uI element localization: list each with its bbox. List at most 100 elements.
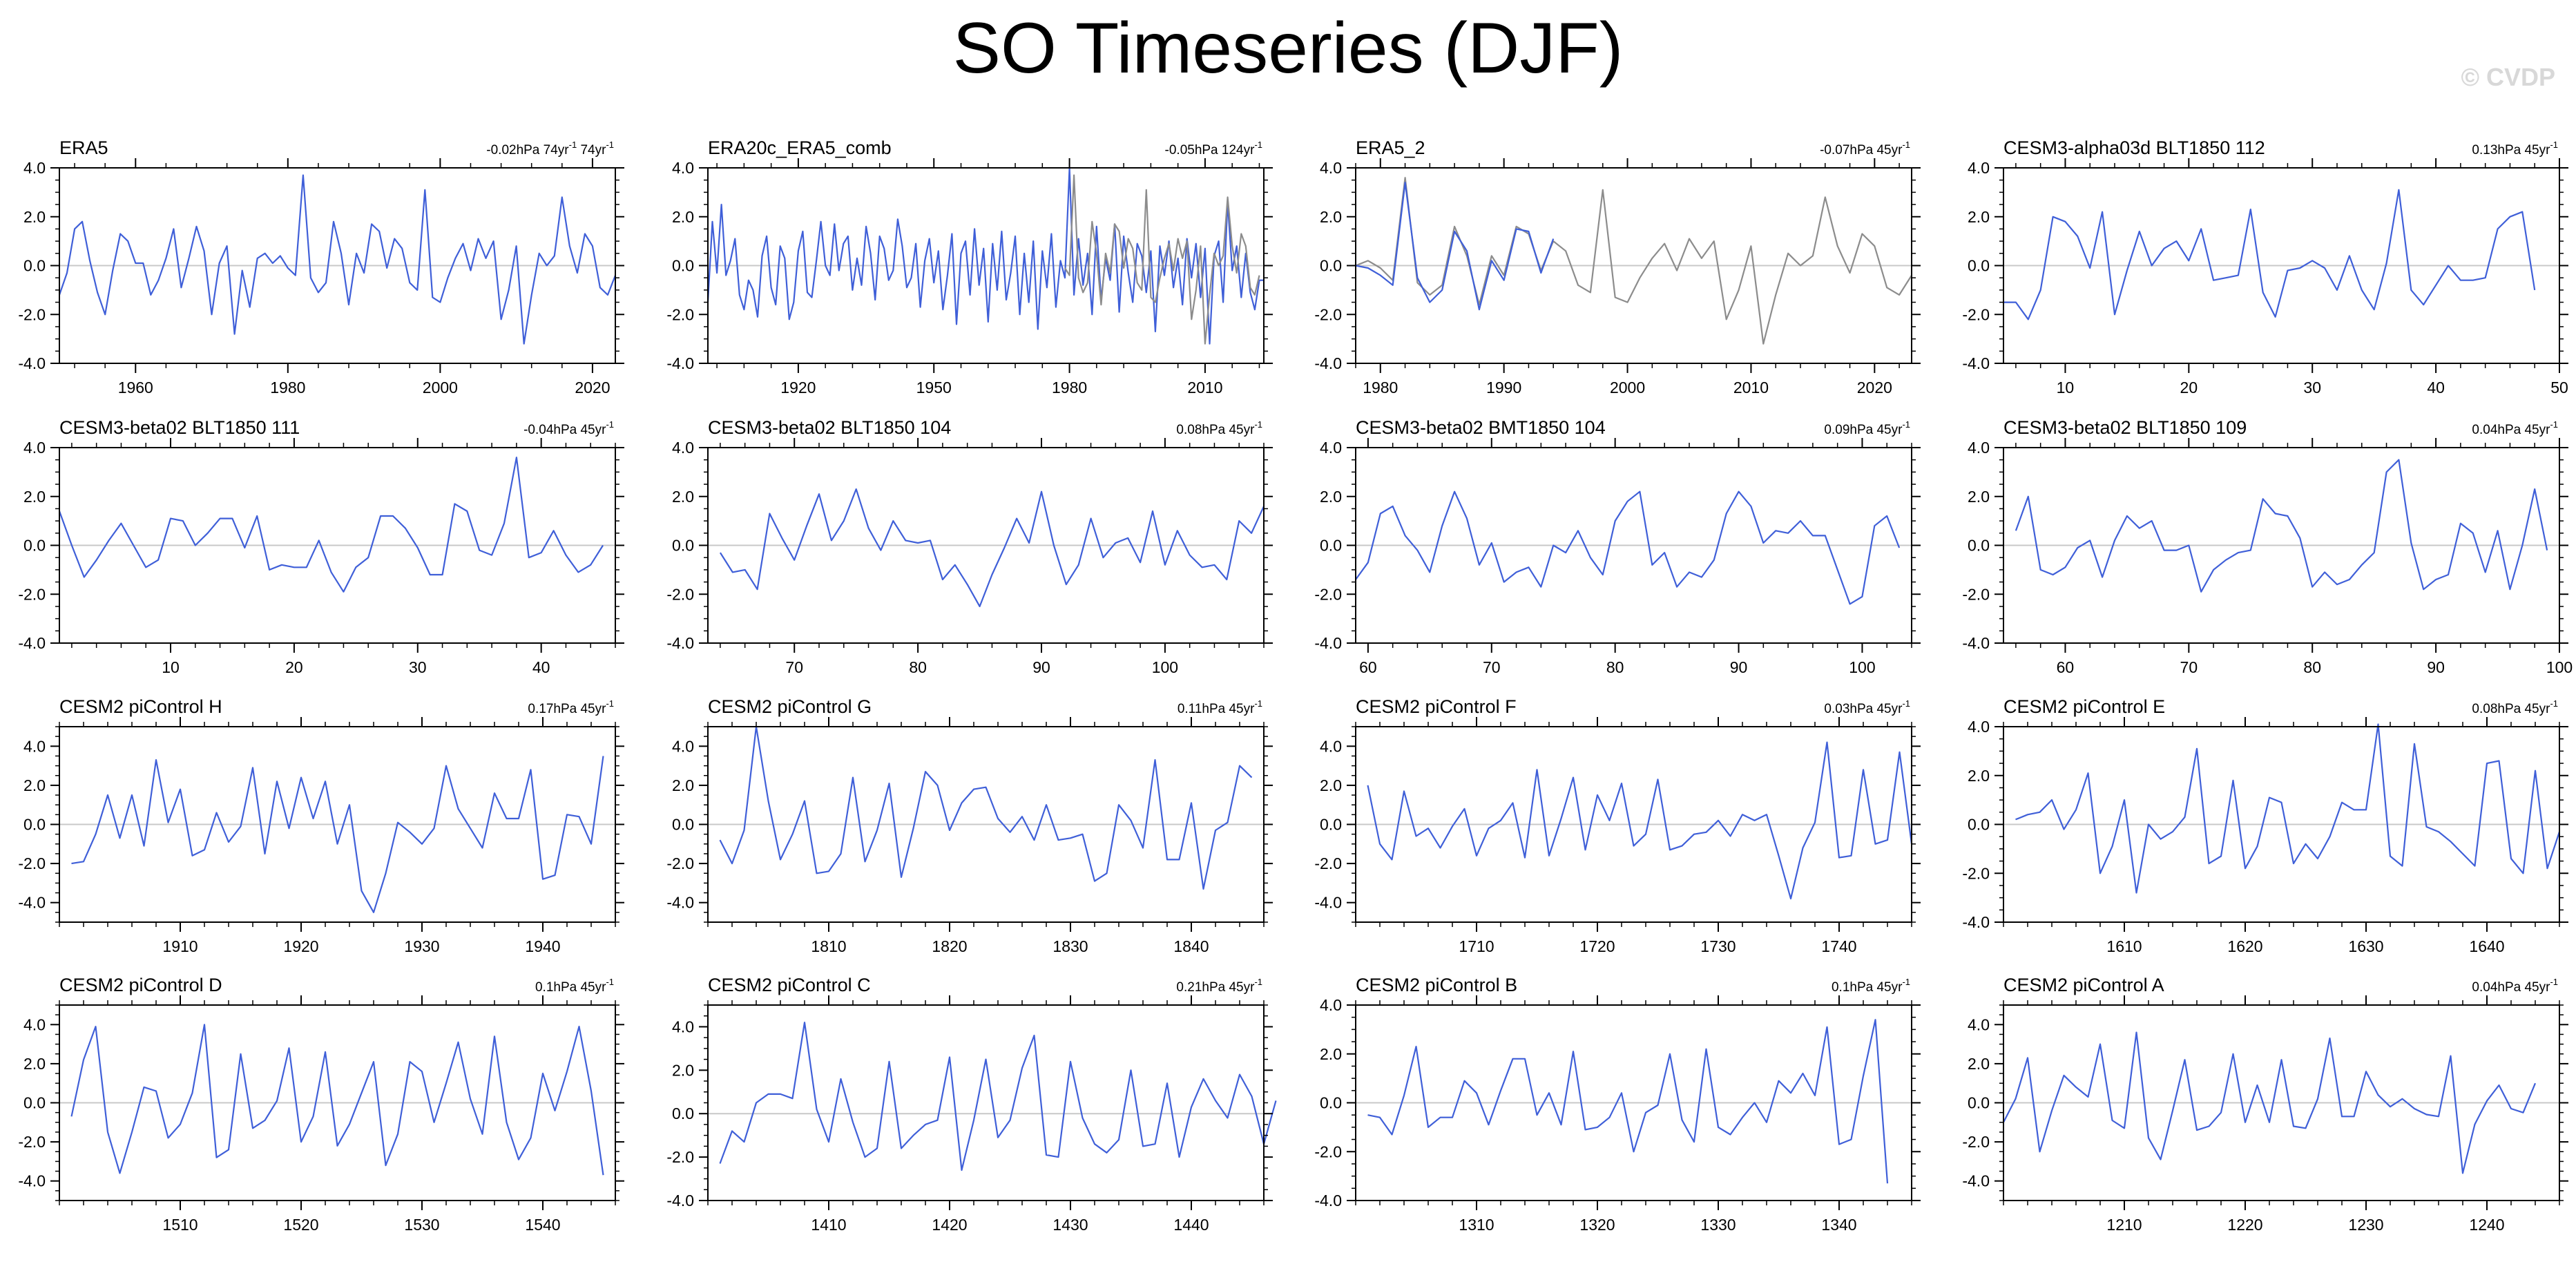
- panel-trend-label: 0.1hPa 45yr-1: [535, 977, 614, 995]
- trend-exponent: -1: [1254, 419, 1262, 430]
- x-tick-label: 2000: [423, 379, 458, 396]
- panel-2: ERA20c_ERA5_comb -0.05hPa 124yr-1 1920 1950…: [666, 137, 1273, 396]
- panel-13: CESM2 piControl D 0.1hPa 45yr-1 1510 1520 15…: [18, 975, 624, 1234]
- trend-exponent: -1: [2550, 140, 2558, 150]
- x-tick-label: 1980: [270, 379, 305, 396]
- y-tick-label: 2.0: [1320, 488, 1342, 506]
- y-tick-label: -4.0: [1962, 634, 1990, 652]
- panel-trend-label: 0.09hPa 45yr-1: [1824, 419, 1910, 437]
- y-tick-label: -4.0: [666, 354, 694, 372]
- y-tick-label: 2.0: [672, 208, 694, 226]
- x-tick-label: 1320: [1579, 1216, 1615, 1234]
- trend-exponent-2: -1: [606, 140, 614, 150]
- y-tick-label: 4.0: [1968, 439, 1990, 457]
- y-tick-label: 2.0: [1968, 488, 1990, 506]
- x-tick-label: 1420: [932, 1216, 967, 1234]
- x-tick-label: 1910: [162, 937, 198, 955]
- panel-title: CESM3-beta02 BMT1850 104: [1356, 417, 1606, 438]
- panel-title: CESM2 piControl A: [2003, 975, 2164, 995]
- y-tick-label: 0.0: [672, 1105, 694, 1122]
- panel-11: CESM2 piControl F 0.03hPa 45yr-1 1710 1720 1…: [1314, 696, 1921, 955]
- y-tick-label: -2.0: [18, 854, 46, 872]
- trend-exponent: -1: [569, 140, 577, 150]
- x-tick-label: 1980: [1052, 379, 1087, 396]
- panel-7: CESM3-beta02 BMT1850 104 0.09hPa 45yr-1 60…: [1314, 417, 1921, 676]
- y-tick-label: 2.0: [23, 488, 46, 506]
- panel-trend-label: 0.04hPa 45yr-1: [2472, 977, 2558, 995]
- x-tick-label: 1920: [283, 937, 318, 955]
- panel-4: CESM3-alpha03d BLT1850 112 0.13hPa 45yr-1…: [1962, 137, 2568, 396]
- series-line-2: [1355, 182, 1555, 311]
- y-tick-label: -2.0: [1962, 864, 1990, 882]
- y-tick-label: 0.0: [23, 816, 46, 834]
- y-tick-label: 4.0: [23, 439, 46, 457]
- trend-exponent: -1: [606, 419, 614, 430]
- x-tick-label: 1530: [404, 1216, 439, 1234]
- panel-title: ERA5: [59, 137, 108, 158]
- y-tick-label: 2.0: [1320, 1045, 1342, 1063]
- x-tick-label: 1240: [2469, 1216, 2504, 1234]
- y-tick-label: -4.0: [666, 1192, 694, 1210]
- x-tick-label: 1720: [1579, 937, 1615, 955]
- trend-value: -0.04hPa 45yr: [523, 423, 606, 437]
- panel-6: CESM3-beta02 BLT1850 104 0.08hPa 45yr-1 70…: [666, 417, 1273, 676]
- series-line-1: [2003, 1031, 2537, 1174]
- y-tick-label: 0.0: [1968, 537, 1990, 555]
- panel-trend-label: 0.11hPa 45yr-1: [1178, 698, 1262, 716]
- series-line-1: [2015, 723, 2561, 894]
- panel-title: CESM3-beta02 BLT1850 111: [59, 417, 300, 438]
- x-tick-label: 2000: [1610, 379, 1645, 396]
- y-tick-label: 4.0: [1320, 439, 1342, 457]
- panel-title: CESM3-alpha03d BLT1850 112: [2003, 137, 2265, 158]
- series-line-1: [1355, 490, 1901, 605]
- trend-value: 0.17hPa 45yr: [528, 702, 606, 716]
- x-tick-label: 1710: [1459, 937, 1494, 955]
- series-line-1: [1367, 741, 1913, 900]
- x-tick-label: 40: [532, 658, 550, 676]
- x-tick-label: 1520: [283, 1216, 318, 1234]
- x-tick-label: 1430: [1052, 1216, 1088, 1234]
- x-tick-label: 20: [285, 658, 303, 676]
- series-line-1: [719, 725, 1253, 890]
- y-tick-label: 2.0: [672, 776, 694, 794]
- y-tick-label: 0.0: [1320, 816, 1342, 834]
- trend-value: 0.21hPa 45yr: [1176, 980, 1255, 995]
- y-tick-label: 0.0: [23, 257, 46, 275]
- y-tick-label: 2.0: [1968, 1055, 1990, 1073]
- y-tick-label: 2.0: [23, 776, 46, 794]
- y-tick-label: -4.0: [18, 894, 46, 912]
- y-tick-label: -2.0: [1314, 305, 1342, 323]
- y-tick-label: 4.0: [672, 159, 694, 177]
- x-tick-label: 80: [2303, 658, 2321, 676]
- panel-trend-label: 0.08hPa 45yr-1: [2472, 698, 2558, 716]
- y-tick-label: -4.0: [1314, 354, 1342, 372]
- x-tick-label: 1840: [1173, 937, 1209, 955]
- y-tick-label: -2.0: [1314, 585, 1342, 603]
- y-tick-label: 4.0: [672, 439, 694, 457]
- panel-title: CESM3-beta02 BLT1850 109: [2003, 417, 2247, 438]
- y-tick-label: -2.0: [666, 305, 694, 323]
- panel-10: CESM2 piControl G 0.11hPa 45yr-1 1810 1820 1…: [666, 696, 1273, 955]
- y-tick-label: 0.0: [1320, 537, 1342, 555]
- y-tick-label: 4.0: [1320, 996, 1342, 1014]
- panel-8: CESM3-beta02 BLT1850 109 0.04hPa 45yr-1 60…: [1962, 417, 2573, 676]
- x-tick-label: 1820: [932, 937, 967, 955]
- y-tick-label: 0.0: [672, 816, 694, 834]
- x-tick-label: 1340: [1821, 1216, 1856, 1234]
- panel-title: CESM2 piControl C: [708, 975, 871, 995]
- y-tick-label: 0.0: [672, 537, 694, 555]
- y-tick-label: 4.0: [672, 737, 694, 755]
- trend-value: -0.02hPa 74yr: [486, 143, 569, 157]
- trend-value: 0.04hPa 45yr: [2472, 980, 2550, 995]
- panel-trend-label: -0.07hPa 45yr-1: [1820, 140, 1910, 157]
- trend-value: 0.08hPa 45yr: [1176, 423, 1255, 437]
- trend-exponent: -1: [1902, 698, 1910, 709]
- y-tick-label: 4.0: [23, 1015, 46, 1033]
- panel-title: CESM2 piControl E: [2003, 696, 2165, 717]
- x-tick-label: 70: [2180, 658, 2198, 676]
- series-line-1: [58, 174, 617, 345]
- panel-title: CESM2 piControl F: [1356, 696, 1517, 717]
- y-tick-label: 4.0: [23, 159, 46, 177]
- panel-title: CESM2 piControl D: [59, 975, 222, 995]
